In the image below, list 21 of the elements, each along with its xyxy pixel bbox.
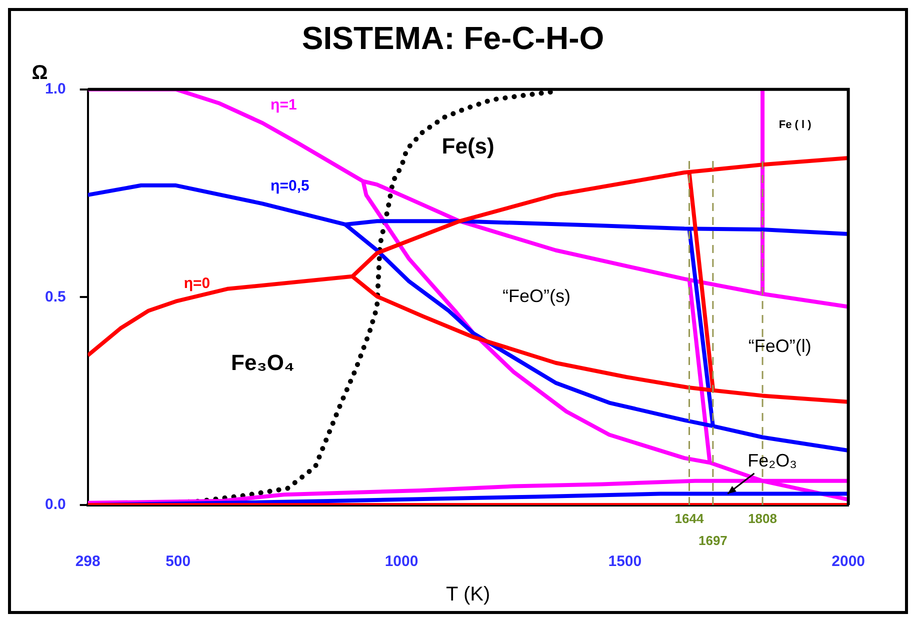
annotation: Fe₃O₄ [231, 350, 294, 375]
annotation: “FeO”(l) [748, 336, 812, 356]
ref-line-label: 1697 [698, 533, 728, 548]
x-tick-label: 500 [166, 553, 191, 570]
x-tick-label: 2000 [832, 553, 866, 570]
y-tick-label: 0.5 [44, 288, 66, 306]
annotation: Fe ( l ) [778, 118, 812, 131]
annotation: Fe(s) [442, 134, 494, 159]
x-tick-label: 1000 [384, 553, 418, 570]
annotation: Fe₂O₃ [748, 450, 797, 470]
series-label: η=0 [184, 274, 210, 292]
series-label: η=0,5 [270, 177, 310, 194]
annotation: “FeO”(s) [502, 286, 571, 306]
series-label: η=1 [270, 96, 297, 114]
chart-title: SISTEMA: Fe-C-H-O [302, 20, 604, 56]
x-axis-title: T (K) [446, 584, 490, 606]
y-tick-label: 0.0 [44, 496, 66, 514]
x-tick-label: 1500 [608, 553, 642, 570]
ref-line-label: 1644 [674, 511, 704, 526]
x-tick-label: 298 [75, 553, 100, 570]
ref-line-label: 1808 [748, 511, 777, 526]
